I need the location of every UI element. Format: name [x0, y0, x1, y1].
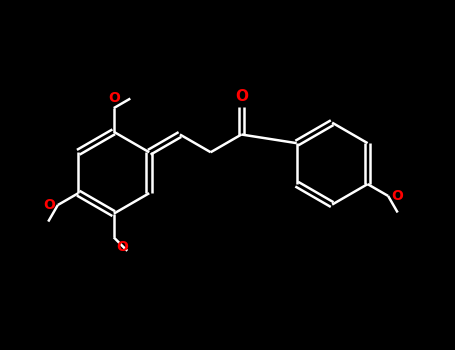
Text: O: O: [43, 198, 55, 212]
Text: O: O: [391, 189, 403, 203]
Text: O: O: [108, 91, 120, 105]
Text: O: O: [116, 240, 128, 254]
Text: O: O: [235, 89, 248, 104]
